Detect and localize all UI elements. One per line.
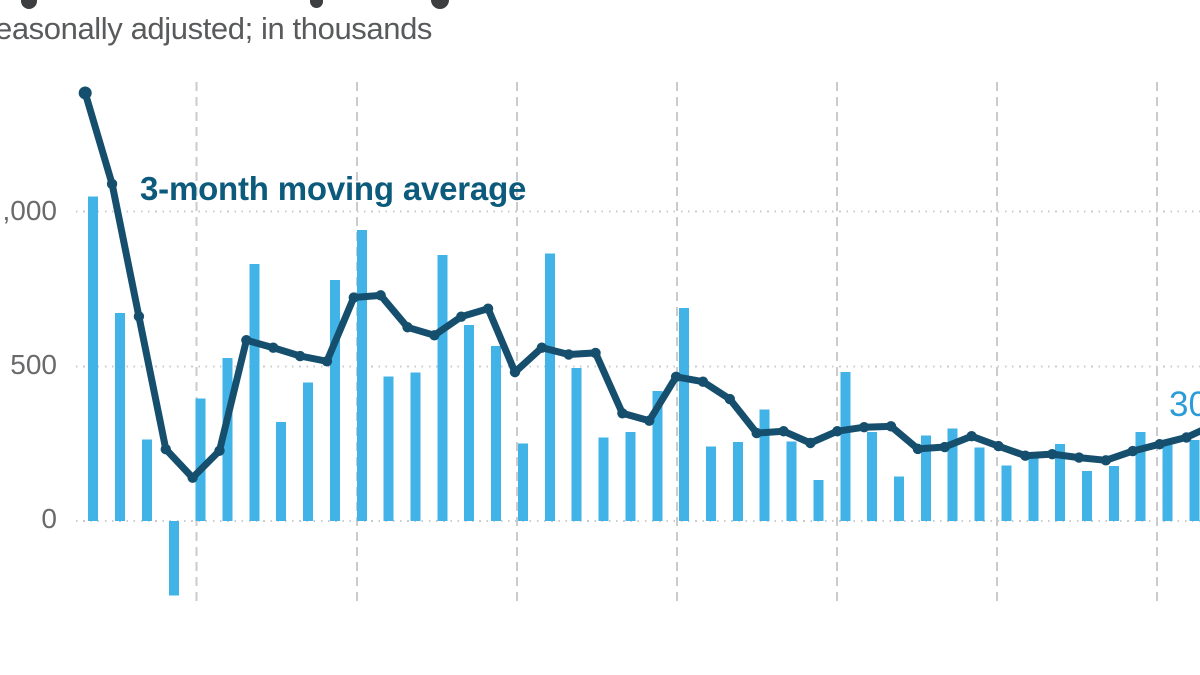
bar — [303, 382, 314, 521]
bar — [732, 442, 743, 521]
bar — [276, 421, 287, 521]
bar — [1001, 465, 1012, 521]
bar — [786, 441, 797, 521]
bar — [329, 279, 340, 521]
line-marker — [939, 441, 950, 453]
line-end-value-label: 30 — [1169, 385, 1200, 424]
line-marker — [778, 426, 789, 437]
bar — [759, 409, 770, 521]
line-marker — [912, 443, 924, 455]
line-marker — [187, 472, 198, 483]
bar — [920, 435, 931, 521]
line-marker — [536, 342, 548, 353]
line-marker — [160, 443, 171, 455]
line-marker — [858, 422, 870, 433]
bar — [652, 391, 663, 521]
line-marker — [456, 311, 467, 322]
line-marker — [966, 430, 977, 442]
line-marker — [1127, 445, 1138, 457]
bar — [249, 263, 260, 521]
cropped-title-text-fragment — [310, 0, 323, 8]
line-marker — [885, 421, 897, 432]
y-axis-tick-0: 0 — [41, 503, 57, 534]
line-marker — [509, 366, 521, 378]
line-marker — [697, 376, 709, 387]
line-marker — [294, 350, 306, 362]
line-marker — [429, 330, 440, 341]
bar — [867, 431, 878, 521]
line-marker — [214, 445, 225, 456]
bar — [1055, 444, 1066, 521]
y-axis-tick-1000: ,000 — [2, 195, 58, 226]
line-marker — [402, 322, 413, 333]
line-marker — [1073, 452, 1085, 463]
bar — [88, 196, 99, 522]
line-marker — [805, 437, 816, 449]
bar — [598, 437, 609, 521]
line-marker — [482, 303, 494, 314]
bar — [195, 398, 206, 521]
line-marker — [133, 311, 145, 322]
line-marker — [644, 415, 655, 426]
line-marker — [106, 178, 118, 190]
bar — [1028, 457, 1039, 521]
bar — [437, 254, 448, 521]
bar — [491, 345, 502, 521]
bar — [141, 439, 152, 521]
line-marker — [751, 427, 762, 439]
bar — [974, 447, 985, 521]
line-marker — [1046, 448, 1058, 460]
line-marker — [670, 371, 682, 382]
bar — [1189, 439, 1200, 521]
line-marker — [348, 292, 359, 303]
bar — [947, 428, 958, 521]
line-marker — [563, 349, 574, 360]
line-marker — [1154, 439, 1165, 450]
line-marker — [1100, 455, 1112, 466]
bar — [840, 372, 851, 521]
bar — [1082, 470, 1093, 521]
cropped-title-text-fragment — [431, 0, 449, 9]
line-marker — [590, 347, 601, 359]
bar — [705, 446, 716, 521]
line-marker — [241, 335, 252, 346]
line-marker — [1181, 432, 1192, 443]
bar — [168, 521, 179, 596]
bar — [383, 376, 394, 521]
bar — [813, 479, 824, 521]
line-marker — [321, 356, 333, 367]
line-marker — [832, 426, 843, 437]
bar — [1162, 440, 1173, 521]
y-axis-tick-500: 500 — [10, 349, 57, 380]
bar — [356, 230, 367, 521]
bar — [679, 308, 690, 521]
line-marker — [78, 86, 92, 100]
bar — [517, 443, 528, 521]
cropped-title-text-fragment — [21, 0, 37, 9]
line-marker — [268, 342, 279, 353]
line-marker — [993, 440, 1004, 452]
bar — [1108, 465, 1119, 521]
bar — [571, 368, 582, 521]
line-marker — [1020, 450, 1031, 461]
bar — [625, 431, 636, 521]
line-marker — [375, 290, 386, 301]
bar — [544, 253, 555, 521]
bar — [410, 372, 421, 521]
chart-subtitle: easonally adjusted; in thousands — [0, 11, 433, 46]
line-marker — [724, 393, 736, 405]
line-marker — [617, 408, 628, 419]
moving-average-label: 3-month moving average — [140, 170, 527, 207]
bar — [894, 476, 904, 521]
bar — [115, 313, 126, 521]
bar — [1135, 432, 1146, 521]
bar — [464, 325, 475, 521]
bar — [222, 358, 233, 521]
